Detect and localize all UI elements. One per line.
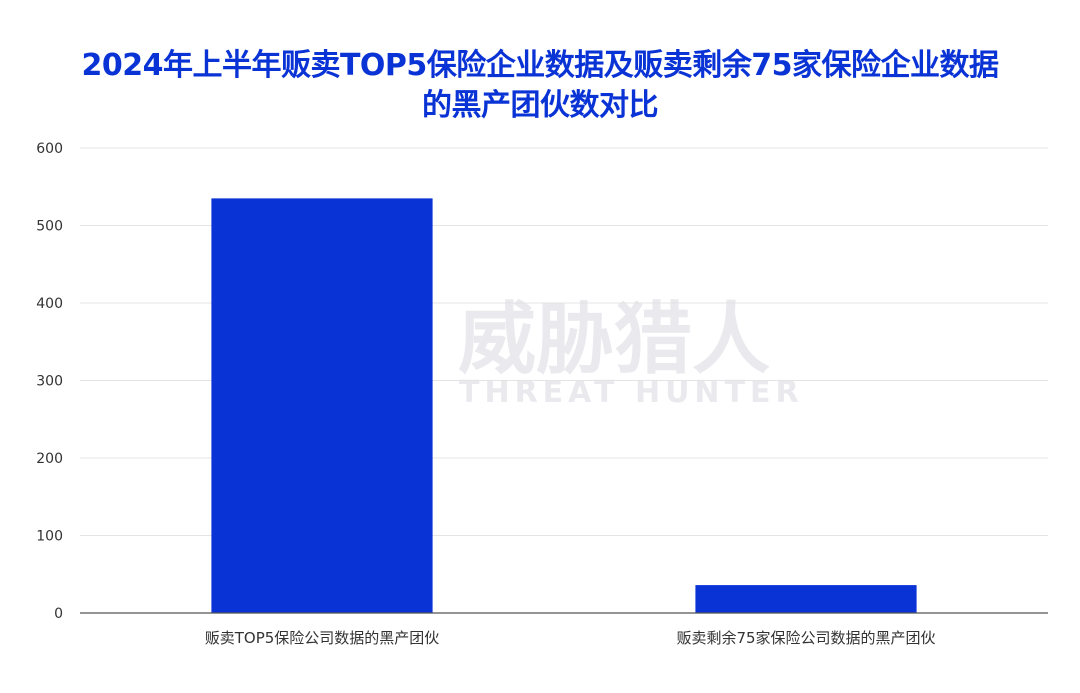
watermark-text-cn: 威胁猎人 [458,295,770,385]
chart-title-line-2: 的黑产团伙数对比 [422,88,659,123]
bar-2 [695,585,917,613]
x-axis-categories: 贩卖TOP5保险公司数据的黑产团伙 贩卖剩余75家保险公司数据的黑产团伙 [205,629,936,647]
x-category-label: 贩卖TOP5保险公司数据的黑产团伙 [205,629,440,647]
y-tick-label: 0 [54,606,63,622]
chart-title-line-1: 2024年上半年贩卖TOP5保险企业数据及贩卖剩余75家保险企业数据 [81,48,999,83]
y-tick-label: 200 [36,451,63,467]
x-category-label: 贩卖剩余75家保险公司数据的黑产团伙 [676,629,935,647]
bar-1 [211,198,433,613]
y-tick-label: 600 [36,141,63,157]
y-axis-ticks: 0 100 200 300 400 500 600 [36,141,63,622]
chart-title: 2024年上半年贩卖TOP5保险企业数据及贩卖剩余75家保险企业数据 的黑产团伙… [20,46,1060,126]
bars [211,198,917,613]
y-tick-label: 500 [36,219,63,235]
y-tick-label: 300 [36,374,63,390]
y-tick-label: 100 [36,529,63,545]
y-tick-label: 400 [36,296,63,312]
